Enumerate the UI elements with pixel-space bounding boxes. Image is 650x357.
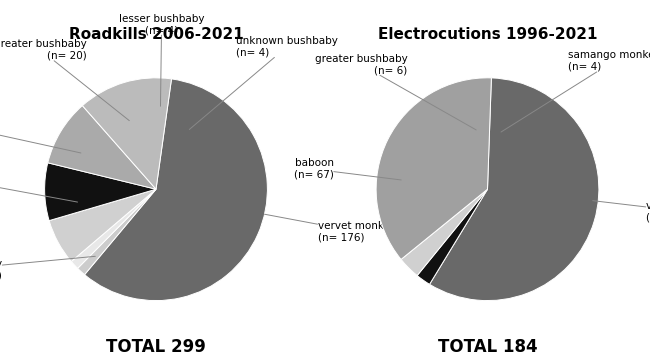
Wedge shape — [77, 189, 156, 275]
Text: unknown monkey
(n= 41): unknown monkey (n= 41) — [0, 256, 96, 280]
Wedge shape — [401, 189, 488, 276]
Text: samango monkey
(n= 4): samango monkey (n= 4) — [501, 50, 650, 132]
Text: TOTAL 184: TOTAL 184 — [437, 338, 538, 356]
Wedge shape — [72, 189, 156, 268]
Wedge shape — [48, 106, 156, 189]
Text: vervet monkey
(n= 176): vervet monkey (n= 176) — [265, 214, 396, 242]
Wedge shape — [49, 189, 156, 261]
Text: TOTAL 299: TOTAL 299 — [106, 338, 206, 356]
Title: Electrocutions 1996-2021: Electrocutions 1996-2021 — [378, 27, 597, 42]
Wedge shape — [376, 78, 491, 260]
Text: unknown bushbaby
(n= 4): unknown bushbaby (n= 4) — [189, 36, 338, 130]
Text: baboon
(n= 29): baboon (n= 29) — [0, 173, 77, 202]
Text: greater bushbaby
(n= 20): greater bushbaby (n= 20) — [0, 39, 129, 121]
Text: greater bushbaby
(n= 6): greater bushbaby (n= 6) — [315, 54, 476, 130]
Text: vervet monkey
(n= 107): vervet monkey (n= 107) — [593, 201, 650, 222]
Wedge shape — [84, 79, 267, 301]
Text: baboon
(n= 67): baboon (n= 67) — [294, 159, 401, 180]
Wedge shape — [430, 78, 599, 301]
Title: Roadkills 2006-2021: Roadkills 2006-2021 — [69, 27, 243, 42]
Wedge shape — [417, 189, 488, 284]
Text: samango monkey
(n= 25): samango monkey (n= 25) — [0, 114, 81, 153]
Wedge shape — [83, 78, 172, 189]
Wedge shape — [45, 163, 156, 221]
Text: lesser bushbaby
(n= 4): lesser bushbaby (n= 4) — [119, 14, 204, 106]
